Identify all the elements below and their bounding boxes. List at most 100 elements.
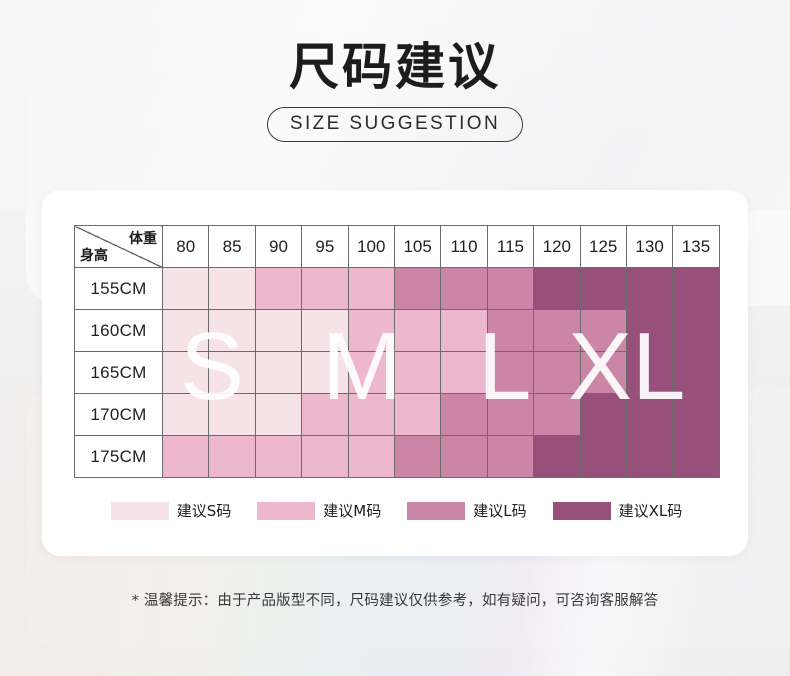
height-header-170CM: 170CM	[74, 393, 163, 436]
table-row: 175CM	[74, 435, 720, 478]
height-header-155CM: 155CM	[74, 267, 163, 310]
size-cell-155CM-105	[393, 267, 442, 310]
weight-header-115: 115	[486, 225, 535, 268]
legend-label: 建议XL码	[618, 502, 683, 520]
size-cell-175CM-90	[254, 435, 303, 478]
size-cell-175CM-105	[393, 435, 442, 478]
size-cell-160CM-115	[486, 309, 535, 352]
size-cell-175CM-95	[301, 435, 349, 478]
height-header-165CM: 165CM	[74, 351, 163, 394]
size-cell-175CM-130	[625, 435, 674, 478]
height-header-160CM: 160CM	[74, 309, 163, 352]
size-cell-165CM-80	[161, 351, 210, 394]
legend-item: 建议XL码	[552, 500, 683, 521]
size-table: 体重 身高 80 85 90 95 100 105 110 115 120 125 130 135 1…	[74, 225, 720, 478]
size-cell-165CM-105	[393, 351, 442, 394]
legend-item: 建议S码	[110, 500, 232, 521]
size-cell-160CM-80	[161, 309, 210, 352]
size-cell-155CM-90	[254, 267, 303, 310]
size-cell-165CM-125	[579, 351, 627, 394]
size-cell-165CM-95	[301, 351, 349, 394]
weight-header-80: 80	[161, 225, 210, 268]
legend-item: 建议M码	[257, 500, 381, 521]
size-cell-155CM-125	[579, 267, 627, 310]
page-title: 尺码建议	[289, 38, 501, 96]
page-subtitle-pill: SIZE SUGGESTION	[266, 107, 524, 142]
size-cell-160CM-120	[533, 309, 581, 352]
size-cell-170CM-115	[486, 393, 535, 436]
size-cell-160CM-125	[579, 309, 627, 352]
size-cell-160CM-135	[672, 309, 720, 352]
size-cell-155CM-95	[301, 267, 349, 310]
size-cell-170CM-120	[533, 393, 581, 436]
size-cell-155CM-115	[486, 267, 535, 310]
legend-label: 建议L码	[473, 502, 527, 520]
size-cell-170CM-85	[208, 393, 256, 436]
size-cell-165CM-100	[347, 351, 395, 394]
size-cell-155CM-100	[347, 267, 395, 310]
weight-header-85: 85	[208, 225, 256, 268]
size-cell-175CM-80	[161, 435, 210, 478]
legend-label: 建议S码	[176, 502, 232, 520]
size-cell-160CM-105	[393, 309, 442, 352]
size-cell-170CM-135	[672, 393, 720, 436]
size-table-head: 体重 身高 80 85 90 95 100 105 110 115 120 125 130 135	[74, 225, 720, 268]
legend-item: 建议L码	[407, 500, 527, 521]
size-cell-160CM-95	[301, 309, 349, 352]
background-sheen-top	[0, 0, 790, 210]
size-cell-170CM-90	[254, 393, 303, 436]
size-cell-160CM-85	[208, 309, 256, 352]
weight-header-130: 130	[625, 225, 674, 268]
size-cell-170CM-110	[440, 393, 488, 436]
weight-axis-label: 体重	[129, 231, 157, 247]
height-header-175CM: 175CM	[74, 435, 163, 478]
footnote-text: * 温馨提示：由于产品版型不同，尺码建议仅供参考，如有疑问，可咨询客服解答	[131, 593, 659, 609]
weight-header-90: 90	[254, 225, 303, 268]
size-cell-170CM-80	[161, 393, 210, 436]
page-header: 尺码建议 SIZE SUGGESTION	[0, 40, 790, 142]
table-row: 170CM	[74, 393, 720, 436]
table-row: 160CM	[74, 309, 720, 352]
size-cell-175CM-85	[208, 435, 256, 478]
size-cell-165CM-135	[672, 351, 720, 394]
size-cell-155CM-80	[161, 267, 210, 310]
size-table-container: 体重 身高 80 85 90 95 100 105 110 115 120 125 130 135 1…	[74, 225, 720, 478]
size-cell-175CM-115	[486, 435, 535, 478]
legend-swatch	[110, 501, 169, 520]
table-row: 155CM	[74, 267, 720, 310]
height-axis-label: 身高	[80, 248, 108, 264]
weight-header-110: 110	[440, 225, 488, 268]
size-cell-160CM-110	[440, 309, 488, 352]
size-cell-175CM-100	[347, 435, 395, 478]
size-cell-155CM-135	[672, 267, 720, 310]
weight-header-95: 95	[301, 225, 349, 268]
size-cell-165CM-130	[625, 351, 674, 394]
size-cell-160CM-130	[625, 309, 674, 352]
size-cell-165CM-90	[254, 351, 303, 394]
table-header-row: 体重 身高 80 85 90 95 100 105 110 115 120 125 130 135	[74, 225, 720, 268]
weight-header-120: 120	[533, 225, 581, 268]
size-cell-165CM-85	[208, 351, 256, 394]
weight-header-105: 105	[393, 225, 442, 268]
size-cell-175CM-120	[533, 435, 581, 478]
size-cell-165CM-110	[440, 351, 488, 394]
size-cell-155CM-110	[440, 267, 488, 310]
legend-swatch	[407, 501, 466, 520]
size-cell-175CM-125	[579, 435, 627, 478]
legend-label: 建议M码	[323, 502, 382, 520]
size-cell-165CM-115	[486, 351, 535, 394]
weight-header-100: 100	[347, 225, 395, 268]
size-cell-155CM-130	[625, 267, 674, 310]
size-cell-170CM-105	[393, 393, 442, 436]
legend-swatch	[552, 501, 611, 520]
axis-corner-cell: 体重 身高	[74, 225, 163, 268]
size-cell-170CM-130	[625, 393, 674, 436]
table-row: 165CM	[74, 351, 720, 394]
size-cell-155CM-85	[208, 267, 256, 310]
size-cell-170CM-100	[347, 393, 395, 436]
size-cell-175CM-135	[672, 435, 720, 478]
size-cell-175CM-110	[440, 435, 488, 478]
size-cell-155CM-120	[533, 267, 581, 310]
size-legend: 建议S码 建议M码 建议L码 建议XL码	[74, 500, 719, 521]
